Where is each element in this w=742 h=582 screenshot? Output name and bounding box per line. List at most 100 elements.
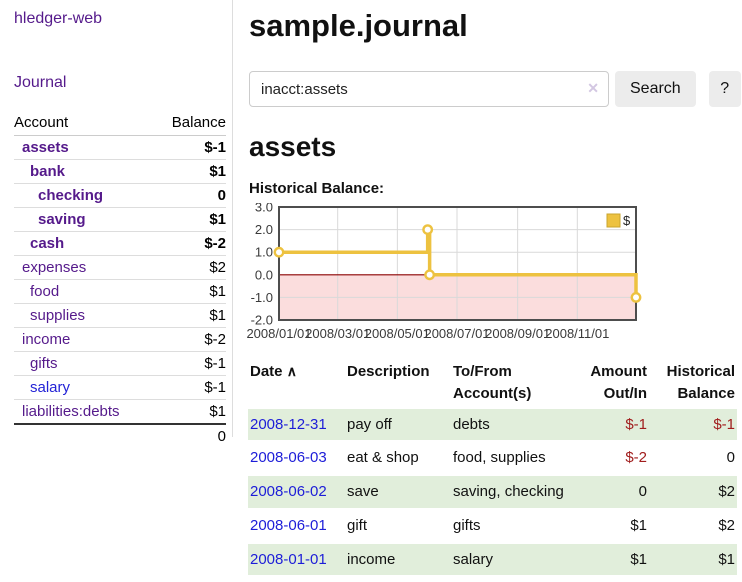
account-balance: $1 — [154, 399, 226, 425]
account-balance: $2 — [154, 255, 226, 280]
transaction-date[interactable]: 2008-06-03 — [248, 441, 345, 476]
page-title: sample.journal — [249, 8, 468, 43]
account-link-checking[interactable]: checking — [38, 187, 104, 204]
sidebar-item-journal[interactable]: Journal — [14, 74, 67, 91]
transaction-date-link[interactable]: 2008-06-01 — [250, 516, 327, 534]
y-tick-label: 3.0 — [255, 203, 273, 215]
y-tick-label: -2.0 — [251, 313, 273, 328]
transaction-amount: $-1 — [569, 408, 649, 443]
x-tick-label: 2008/07/01 — [424, 326, 489, 341]
transaction-accounts: salary — [451, 542, 569, 578]
header-historical-balance: Historical Balance — [666, 363, 735, 402]
account-row: checking 0 — [14, 183, 226, 208]
transaction-amount: 0 — [569, 475, 649, 510]
transaction-row[interactable]: 2008-12-31 pay off debts $-1 $-1 — [248, 408, 737, 443]
accounts-header-row: Account Balance — [14, 111, 226, 136]
transaction-description: pay off — [345, 408, 451, 443]
header-amount-outin: Amount Out/In — [590, 363, 647, 402]
account-row: cash $-2 — [14, 231, 226, 256]
transactions-header-row: Date ∧ Description To/From Account(s) Am… — [248, 359, 737, 409]
transaction-description: gift — [345, 508, 451, 544]
transaction-date-link[interactable]: 2008-06-03 — [250, 449, 327, 467]
accounts-table: Account Balance assets $-1 bank $1 checking 0… — [14, 111, 226, 448]
accounts-total-value: 0 — [154, 423, 226, 448]
search-input-wrap: ✕ — [249, 71, 609, 107]
accounts-total-row: 0 — [14, 423, 226, 448]
account-balance: $-2 — [154, 231, 226, 256]
account-row: liabilities:debts $1 — [14, 399, 226, 425]
account-balance: $-1 — [154, 135, 226, 160]
x-tick-label: 2008/09/01 — [485, 326, 550, 341]
y-tick-label: -1.0 — [251, 290, 273, 305]
account-balance: $-1 — [154, 351, 226, 376]
account-link-income[interactable]: income — [22, 331, 71, 348]
account-row: assets $-1 — [14, 135, 226, 160]
header-date-label: Date — [250, 363, 283, 380]
transaction-date[interactable]: 2008-12-31 — [248, 408, 345, 443]
y-tick-label: 0.0 — [255, 267, 273, 282]
account-row: supplies $1 — [14, 303, 226, 328]
account-link-supplies[interactable]: supplies — [30, 307, 86, 324]
transaction-accounts: saving, checking — [451, 475, 569, 510]
chart-canvas: $3.0 2.0 1.0 0.0 -1.0 -2.02008/01/012008/03/0… — [246, 203, 642, 341]
account-link-cash[interactable]: cash — [30, 235, 65, 252]
transaction-date[interactable]: 2008-01-01 — [248, 542, 345, 578]
transaction-date-link[interactable]: 2008-12-31 — [250, 415, 327, 433]
account-link-saving[interactable]: saving — [38, 211, 86, 228]
search-form: ✕ Search ? — [249, 71, 742, 107]
search-button[interactable]: Search — [615, 71, 696, 107]
account-link-expenses[interactable]: expenses — [22, 259, 87, 276]
transaction-accounts: food, supplies — [451, 441, 569, 476]
account-balance: $1 — [154, 303, 226, 328]
accounts-total-spacer — [14, 423, 155, 448]
transaction-row[interactable]: 2008-01-01 income salary $1 $1 — [248, 542, 737, 578]
account-link-salary[interactable]: salary — [30, 379, 71, 396]
transaction-accounts: debts — [451, 408, 569, 443]
transactions-table: Date ∧ Description To/From Account(s) Am… — [248, 359, 737, 578]
transaction-date-link[interactable]: 2008-06-02 — [250, 483, 327, 500]
transaction-row[interactable]: 2008-06-02 save saving, checking 0 $2 — [248, 475, 737, 510]
main-content: sample.journal ✕ Search ? assets Histori… — [246, 0, 742, 578]
account-link-assets[interactable]: assets — [22, 139, 69, 156]
header-tofrom-accounts: To/From Account(s) — [453, 363, 532, 402]
app-title-link[interactable]: hledger-web — [14, 10, 103, 27]
account-row: expenses $2 — [14, 255, 226, 280]
transaction-amount: $1 — [569, 508, 649, 544]
data-point-marker — [273, 246, 285, 258]
account-balance: 0 — [154, 183, 226, 208]
account-balance: $1 — [154, 159, 226, 184]
transaction-date[interactable]: 2008-06-02 — [248, 475, 345, 510]
transaction-row[interactable]: 2008-06-03 eat & shop food, supplies $-2 0 — [248, 441, 737, 476]
account-row: food $1 — [14, 279, 226, 304]
transaction-row[interactable]: 2008-06-01 gift gifts $1 $2 — [248, 508, 737, 544]
account-link-liabilities-debts[interactable]: liabilities:debts — [22, 403, 120, 420]
account-link-food[interactable]: food — [30, 283, 60, 300]
chart-title: Historical Balance: — [249, 180, 385, 197]
x-tick-label: 2008/01/01 — [246, 326, 311, 341]
transaction-accounts: gifts — [451, 508, 569, 544]
data-point-marker — [422, 224, 434, 236]
help-button[interactable]: ? — [708, 71, 741, 107]
account-row: salary $-1 — [14, 375, 226, 400]
account-link-gifts[interactable]: gifts — [30, 355, 58, 372]
transaction-balance: $2 — [649, 475, 737, 510]
transaction-date-link[interactable]: 2008-01-01 — [250, 550, 327, 568]
account-balance: $-1 — [154, 375, 226, 400]
account-link-bank[interactable]: bank — [30, 163, 66, 180]
account-row: income $-2 — [14, 327, 226, 352]
clear-search-icon[interactable]: ✕ — [587, 80, 599, 96]
header-description: Description — [347, 363, 430, 380]
transaction-date[interactable]: 2008-06-01 — [248, 508, 345, 544]
header-date[interactable]: Date ∧ — [248, 359, 345, 409]
x-tick-label: 2008/03/01 — [305, 326, 370, 341]
historical-balance-chart[interactable]: $3.0 2.0 1.0 0.0 -1.0 -2.0 2008/01/01 2008/03/0… — [241, 203, 742, 345]
x-tick-label: 2008/05/01 — [365, 326, 430, 341]
transaction-amount: $-2 — [569, 441, 649, 476]
account-balance: $1 — [154, 279, 226, 304]
accounts-header-balance: Balance — [154, 111, 226, 136]
transaction-description: income — [345, 542, 451, 578]
search-input[interactable] — [249, 71, 609, 107]
account-balance: $1 — [154, 207, 226, 232]
transaction-balance: 0 — [649, 441, 737, 476]
transaction-description: eat & shop — [345, 441, 451, 476]
